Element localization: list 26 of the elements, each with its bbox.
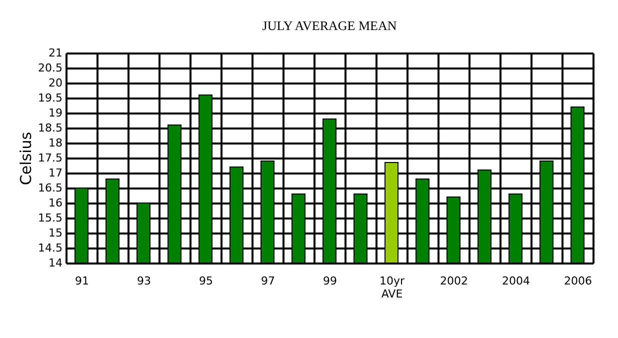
x-tick-label: 2004: [502, 274, 530, 288]
x-tick-label: 2006: [564, 274, 592, 288]
y-axis-title: Celsius: [17, 132, 36, 186]
x-tick-label: 99: [323, 274, 337, 288]
chart-title: JULY AVERAGE MEAN: [262, 18, 398, 33]
x-tick-label: 97: [261, 274, 275, 288]
x-tick-label: 93: [137, 274, 151, 288]
y-tick-label: 20.5: [38, 62, 62, 74]
x-tick-label: 91: [75, 274, 89, 288]
y-tick-label: 16: [48, 196, 62, 210]
y-tick-label: 17.5: [38, 152, 62, 164]
y-tick-label: 15.5: [38, 212, 62, 224]
x-tick-label: 95: [199, 274, 213, 288]
y-tick-label: 20: [48, 76, 62, 90]
y-tick-label: 14: [48, 256, 62, 270]
y-tick-label: 17: [48, 166, 62, 180]
y-tick-label: 19: [48, 106, 62, 120]
y-tick-label: 14.5: [38, 242, 62, 254]
y-tick-label: 18.5: [38, 122, 62, 134]
y-tick-label: 18: [48, 136, 62, 150]
y-tick-label: 16.5: [38, 182, 62, 194]
y-tick-label: 19.5: [38, 92, 62, 104]
x-tick-label: 10yr AVE: [379, 274, 405, 300]
y-tick-label: 15: [48, 226, 62, 240]
x-tick-label: 2002: [440, 274, 468, 288]
y-tick-label: 21: [48, 46, 62, 60]
